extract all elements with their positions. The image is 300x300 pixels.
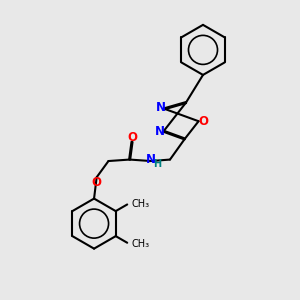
Text: O: O [127,131,137,144]
Text: O: O [198,115,208,128]
Text: H: H [153,159,161,169]
Text: O: O [91,176,101,189]
Text: CH₃: CH₃ [132,199,150,208]
Text: N: N [155,125,165,138]
Text: N: N [146,153,156,167]
Text: CH₃: CH₃ [132,238,150,249]
Text: N: N [155,101,166,114]
